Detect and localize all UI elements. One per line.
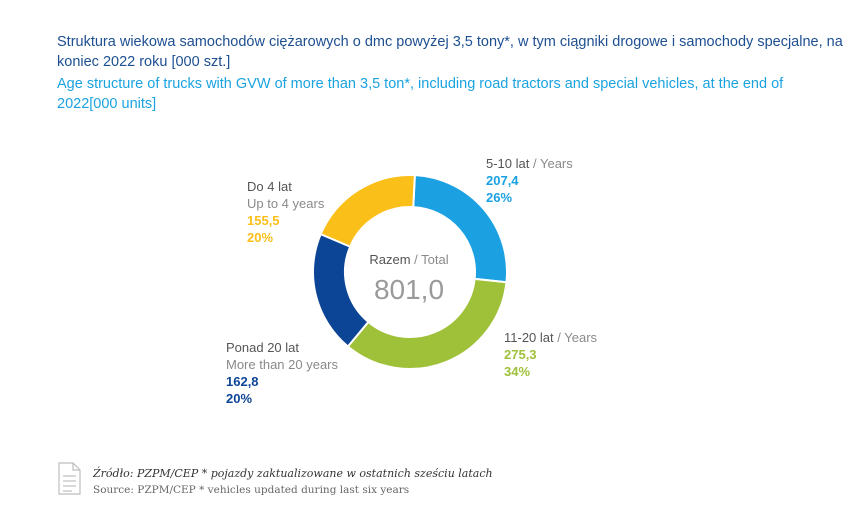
slice-label-pl: 5-10 lat — [486, 156, 530, 171]
center-label-sep: / — [411, 252, 422, 267]
slice-value: 162,8 — [226, 374, 259, 389]
center-total-value: 801,0 — [374, 274, 444, 305]
center-label: Razem / Total — [369, 252, 448, 267]
slice-label-11-20: 11-20 lat / Years 275,3 34% — [504, 330, 598, 379]
center-label-en: Total — [421, 252, 449, 267]
slice-label-en: Years — [539, 156, 573, 171]
slice-label-up-to-4: Do 4 lat Up to 4 years 155,5 20% — [247, 178, 324, 246]
slice-value: 275,3 — [504, 347, 537, 362]
source-note-pl: Źródło: PZPM/CEP * pojazdy zaktualizowan… — [93, 467, 493, 480]
slice-11-20 — [346, 277, 508, 370]
slice-percent: 26% — [486, 190, 513, 205]
document-icon — [58, 462, 81, 495]
slice-label-5-10: 5-10 lat / Years 207,4 26% — [486, 156, 573, 205]
slice-label-over-20: Ponad 20 lat More than 20 years 162,8 20… — [226, 339, 338, 407]
slice-label-en: Up to 4 years — [247, 196, 325, 211]
slice-label-pl: Do 4 lat — [247, 179, 292, 194]
slice-percent: 34% — [504, 364, 531, 379]
slice-percent: 20% — [247, 230, 274, 245]
slice-value: 155,5 — [247, 213, 280, 228]
slice-label-en: Years — [564, 330, 598, 345]
slice-percent: 20% — [226, 391, 253, 406]
slice-up-to-4 — [319, 174, 416, 248]
slice-over-20 — [312, 232, 370, 348]
slice-value: 207,4 — [486, 173, 519, 188]
source-note-en: Source: PZPM/CEP * vehicles updated duri… — [93, 484, 410, 496]
chart-title-pl: Struktura wiekowa samochodów ciężarowych… — [57, 34, 843, 70]
slice-label-pl: 11-20 lat — [504, 330, 554, 345]
slice-label-en: More than 20 years — [226, 357, 339, 372]
slice-label-pl: Ponad 20 lat — [226, 340, 300, 355]
donut-slices — [312, 174, 508, 370]
center-label-pl: Razem — [369, 252, 410, 267]
chart-title-en: Age structure of trucks with GVW of more… — [57, 76, 784, 112]
chart-title-block: Struktura wiekowa samochodów ciężarowych… — [57, 32, 847, 114]
